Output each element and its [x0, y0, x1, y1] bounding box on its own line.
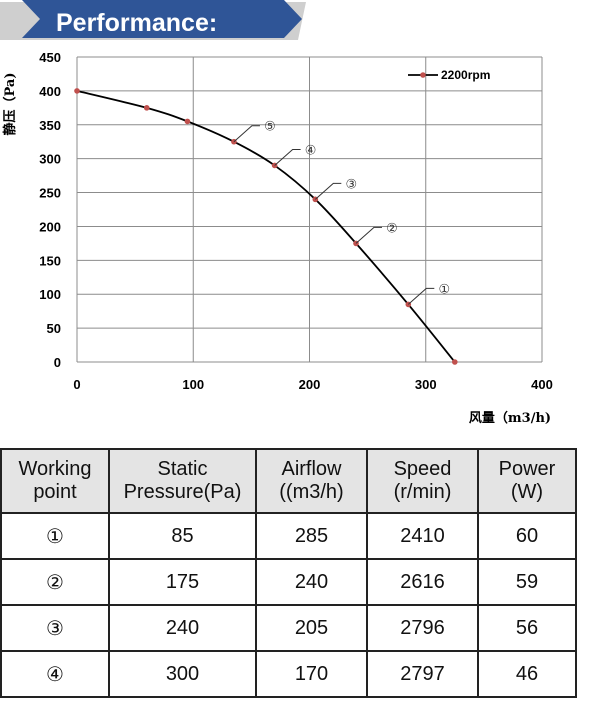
- banner-title: Performance:: [56, 9, 217, 37]
- annotation-leader: [314, 182, 342, 200]
- table-cell: 205: [255, 604, 368, 652]
- table-header-text: (W): [510, 481, 544, 503]
- data-point: [143, 105, 150, 111]
- table-cell: 2797: [366, 650, 479, 698]
- y-tick-label: 400: [39, 84, 61, 99]
- performance-chart: 0 50 100 150 200 250 300 350 400 450 0 100 200 300 400…: [2, 50, 553, 426]
- annotation-leader: [407, 287, 435, 305]
- x-axis-label: 风量（m3/h): [469, 410, 551, 426]
- table-cell: 46: [477, 650, 577, 698]
- annotation-label: ③: [345, 177, 357, 192]
- table-header-text: Static: [157, 458, 208, 480]
- table-cell: ①: [0, 512, 110, 560]
- table-cell: 240: [108, 604, 257, 652]
- table-header-cell: Airflow ((m3/h): [255, 448, 368, 514]
- table-cell: 300: [108, 650, 257, 698]
- table-body: ① 85 285 2410 60 ② 175 240 2616 59 ③ 240 205 2796 56 ④ 3…: [0, 512, 577, 698]
- y-tick-label: 100: [39, 287, 61, 302]
- table-cell: 85: [108, 512, 257, 560]
- annotation-label: ⑤: [264, 120, 276, 135]
- chart-grid: [76, 56, 543, 363]
- legend-label: 2200rpm: [441, 68, 490, 82]
- table-header-cell: Speed (r/min): [366, 448, 479, 514]
- table-header-text: Airflow: [281, 458, 342, 480]
- y-tick-label: 150: [39, 253, 61, 268]
- x-tick-label: 0: [73, 377, 80, 392]
- data-point: [74, 88, 80, 94]
- table-cell: 170: [255, 650, 368, 698]
- x-tick-label: 100: [182, 377, 204, 392]
- y-tick-label: 450: [39, 50, 61, 65]
- y-tick-label: 300: [39, 152, 61, 167]
- chart-annotations: ⑤ ④ ③ ② ①: [233, 120, 450, 305]
- x-tick-label: 300: [415, 377, 437, 392]
- table-row: ③ 240 205 2796 56: [0, 604, 577, 652]
- annotation-label: ②: [386, 221, 398, 236]
- y-axis-label: 静压（Pa): [2, 72, 18, 135]
- chart-tick-labels: 0 50 100 150 200 250 300 350 400 450 0 100 200 300 400: [39, 50, 553, 392]
- x-tick-label: 400: [531, 377, 553, 392]
- table-cell: ②: [0, 558, 110, 606]
- data-point: [452, 359, 458, 365]
- table-header-cell: Static Pressure(Pa): [108, 448, 257, 514]
- table-cell: 2410: [366, 512, 479, 560]
- chart-legend: 2200rpm: [408, 68, 490, 82]
- banner-shape: [22, 0, 302, 38]
- annotation-label: ④: [305, 143, 317, 158]
- table-header-text: (r/min): [393, 481, 452, 503]
- table-header-text: Power: [498, 458, 556, 480]
- annotation-leader: [355, 226, 382, 244]
- table-cell: 175: [108, 558, 257, 606]
- table-row: ① 85 285 2410 60: [0, 512, 577, 560]
- x-tick-label: 200: [299, 377, 321, 392]
- y-tick-label: 250: [39, 186, 61, 201]
- table-header-cell: Power (W): [477, 448, 577, 514]
- performance-banner: Performance:: [0, 0, 306, 40]
- y-tick-label: 350: [39, 118, 61, 133]
- table-header-text: ((m3/h): [279, 481, 344, 503]
- data-point: [184, 118, 191, 125]
- table-cell: 240: [255, 558, 368, 606]
- table-cell: 59: [477, 558, 577, 606]
- table-cell: 56: [477, 604, 577, 652]
- annotation-leader: [233, 125, 260, 143]
- table-header-cell: Working point: [0, 448, 110, 514]
- table-header-row: Working point Static Pressure(Pa) Airflow ((m…: [0, 448, 577, 514]
- annotation-leader: [274, 148, 301, 166]
- table-cell: 2796: [366, 604, 479, 652]
- table-cell: 2616: [366, 558, 479, 606]
- working-point-table: Working point Static Pressure(Pa) Airflow ((m…: [0, 448, 577, 698]
- table-cell: 60: [477, 512, 577, 560]
- table-cell: ③: [0, 604, 110, 652]
- table-row: ② 175 240 2616 59: [0, 558, 577, 606]
- annotation-label: ①: [438, 282, 450, 297]
- y-tick-label: 50: [47, 321, 61, 336]
- y-tick-label: 200: [39, 219, 61, 234]
- table-cell: 285: [255, 512, 368, 560]
- table-header-text: Pressure(Pa): [123, 481, 242, 503]
- table-header-text: Speed: [393, 458, 452, 480]
- table-row: ④ 300 170 2797 46: [0, 650, 577, 698]
- table-header-text: Working: [18, 458, 92, 480]
- table-cell: ④: [0, 650, 110, 698]
- y-tick-label: 0: [54, 355, 61, 370]
- table-header-text: point: [33, 481, 77, 503]
- legend-marker: [420, 72, 426, 78]
